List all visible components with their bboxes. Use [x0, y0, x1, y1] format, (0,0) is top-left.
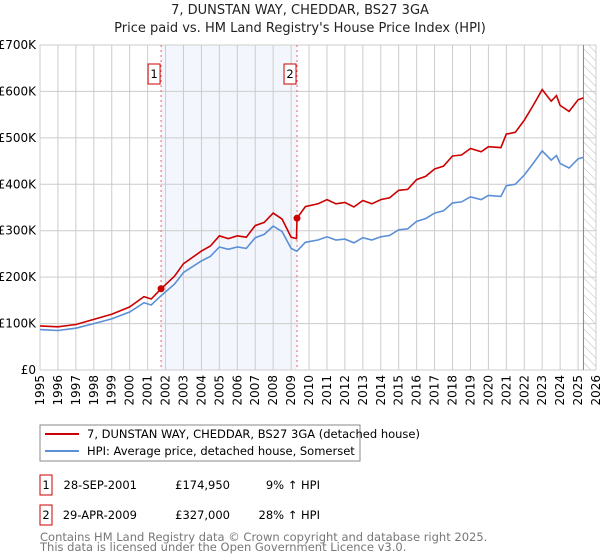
- forecast-hatch: [583, 45, 596, 370]
- x-tick-label: 2025: [571, 375, 585, 406]
- x-tick-label: 1999: [105, 375, 119, 406]
- sale-marker-label: 1: [150, 67, 157, 81]
- x-tick-label: 2020: [481, 375, 495, 406]
- x-tick-label: 2008: [266, 375, 280, 406]
- x-tick-label: 2013: [356, 375, 370, 406]
- sale-date: 28-SEP-2001: [64, 478, 137, 492]
- y-tick-label: £600K: [0, 84, 37, 98]
- footer-licence: This data is licensed under the Open Gov…: [39, 540, 406, 554]
- x-tick-label: 2009: [284, 375, 298, 406]
- x-tick-label: 1998: [87, 375, 101, 406]
- x-tick-label: 2012: [338, 375, 352, 406]
- x-tick-label: 2026: [589, 375, 600, 406]
- sale-price: £174,950: [175, 478, 230, 492]
- legend-label-property: 7, DUNSTAN WAY, CHEDDAR, BS27 3GA (detac…: [87, 427, 420, 441]
- sale-marker-label: 2: [42, 508, 49, 522]
- sale-row-2: 2 29-APR-2009 £327,000 28% ↑ HPI: [39, 504, 320, 526]
- x-tick-label: 2024: [553, 375, 567, 406]
- legend-box: [39, 424, 361, 462]
- y-tick-label: £100K: [0, 317, 37, 331]
- sale-hpi-diff: 28% ↑ HPI: [259, 508, 320, 522]
- x-tick-label: 2017: [428, 375, 442, 406]
- y-tick-label: £500K: [0, 131, 37, 145]
- x-tick-label: 2006: [230, 375, 244, 406]
- y-tick-label: £300K: [0, 224, 37, 238]
- y-tick-label: £700K: [0, 38, 37, 52]
- sale-hpi-diff: 9% ↑ HPI: [266, 478, 320, 492]
- x-tick-label: 2014: [374, 375, 388, 406]
- x-tick-label: 2023: [535, 375, 549, 406]
- sale-marker-box: [147, 63, 161, 85]
- x-tick-label: 1997: [69, 375, 83, 406]
- sale-point: [293, 214, 301, 222]
- x-tick-label: 2004: [194, 375, 208, 406]
- x-tick-label: 2018: [446, 375, 460, 406]
- sale-price: £327,000: [175, 508, 230, 522]
- legend-label-hpi: HPI: Average price, detached house, Some…: [87, 444, 355, 458]
- x-tick-label: 2007: [248, 375, 262, 406]
- sale-marker-label: 2: [286, 67, 293, 81]
- hpi-line: [39, 149, 584, 332]
- x-tick-label: 2003: [176, 375, 190, 406]
- y-tick-label: £400K: [0, 177, 37, 191]
- x-tick-label: 2001: [141, 375, 155, 406]
- footer-copyright: Contains HM Land Registry data © Crown c…: [40, 530, 487, 544]
- x-tick-label: 2010: [302, 375, 316, 406]
- x-tick-label: 2000: [123, 375, 137, 406]
- legend: 7, DUNSTAN WAY, CHEDDAR, BS27 3GA (detac…: [39, 424, 420, 462]
- property-price-line: [39, 88, 584, 328]
- plot-area: [40, 45, 596, 370]
- ownership-period-shade: [161, 45, 298, 370]
- x-tick-label: 2015: [392, 375, 406, 406]
- sales-table: 1 28-SEP-2001 £174,950 9% ↑ HPI 2 29-APR…: [39, 474, 320, 526]
- sale-marker-box: [283, 63, 297, 85]
- sale-row-1: 1 28-SEP-2001 £174,950 9% ↑ HPI: [39, 474, 320, 496]
- y-tick-label: £200K: [0, 270, 37, 284]
- x-tick-label: 2022: [517, 375, 531, 406]
- x-tick-label: 2019: [463, 375, 477, 406]
- x-tick-label: 2011: [320, 375, 334, 406]
- x-tick-label: 2005: [212, 375, 226, 406]
- sale-date: 29-APR-2009: [63, 508, 137, 522]
- chart-title: 7, DUNSTAN WAY, CHEDDAR, BS27 3GA: [171, 3, 429, 18]
- y-tick-label: £0: [21, 363, 36, 377]
- x-tick-label: 1995: [33, 375, 47, 406]
- chart-subtitle: Price paid vs. HM Land Registry's House …: [114, 21, 486, 36]
- sale-marker-label: 1: [42, 478, 49, 492]
- sale-point: [157, 285, 165, 293]
- x-tick-label: 2016: [410, 375, 424, 406]
- x-tick-label: 2021: [499, 375, 513, 406]
- x-tick-label: 1996: [51, 375, 65, 406]
- x-tick-label: 2002: [159, 375, 173, 406]
